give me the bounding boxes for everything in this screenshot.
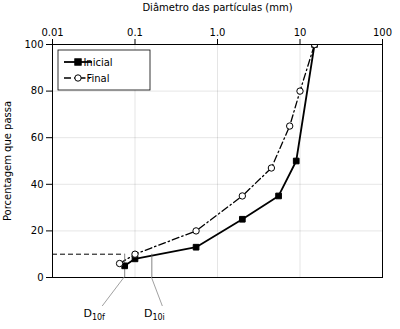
svg-text:1.0: 1.0 (210, 27, 226, 38)
svg-text:10: 10 (294, 27, 307, 38)
svg-text:100: 100 (373, 27, 392, 38)
svg-text:0.1: 0.1 (127, 27, 143, 38)
svg-text:60: 60 (31, 132, 44, 143)
svg-text:Final: Final (86, 73, 109, 84)
svg-text:Diâmetro das partículas (mm): Diâmetro das partículas (mm) (142, 2, 292, 13)
svg-text:40: 40 (31, 179, 44, 190)
svg-text:D10f: D10f (83, 307, 105, 322)
svg-text:0: 0 (37, 272, 43, 283)
svg-text:100: 100 (24, 39, 43, 50)
svg-text:20: 20 (31, 225, 44, 236)
svg-text:0.01: 0.01 (41, 27, 63, 38)
svg-text:Porcentagem que passa: Porcentagem que passa (2, 101, 13, 221)
svg-text:80: 80 (31, 85, 44, 96)
svg-text:D10i: D10i (144, 307, 165, 322)
svg-text:Inicial: Inicial (83, 57, 112, 68)
